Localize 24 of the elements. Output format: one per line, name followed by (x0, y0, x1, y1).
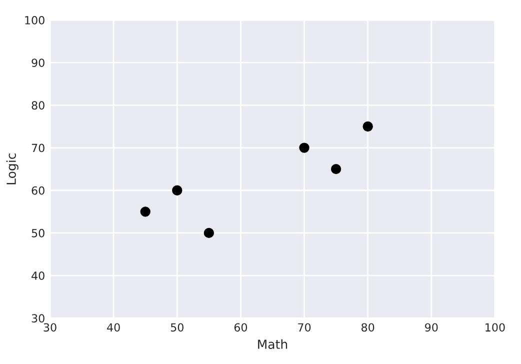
y-tick-label: 60 (32, 186, 44, 195)
x-tick-label: 60 (234, 323, 248, 332)
x-tick-label: 40 (107, 323, 120, 332)
point (362, 121, 373, 132)
point (204, 228, 214, 238)
x-tick-label: 90 (425, 323, 438, 332)
point (172, 185, 182, 196)
y-tick-label: 90 (32, 58, 44, 67)
y-tick-label: 80 (32, 101, 44, 110)
x-tick-label: 30 (44, 323, 56, 332)
x-tick-label: 80 (362, 323, 374, 332)
y-axis-title: Logic (6, 154, 18, 184)
y-tick-label: 100 (25, 16, 44, 24)
y-tick-label: 70 (32, 144, 44, 152)
x-tick-label: 70 (298, 323, 311, 332)
y-tick-label: 40 (32, 272, 44, 280)
x-tick-label: 100 (486, 323, 505, 332)
point (330, 164, 342, 174)
x-tick-label: 50 (170, 323, 184, 332)
y-tick-label: 30 (32, 314, 44, 323)
point (140, 206, 150, 217)
x-axis-title: Math (258, 339, 288, 349)
point (299, 142, 310, 153)
y-tick-label: 50 (32, 228, 44, 238)
